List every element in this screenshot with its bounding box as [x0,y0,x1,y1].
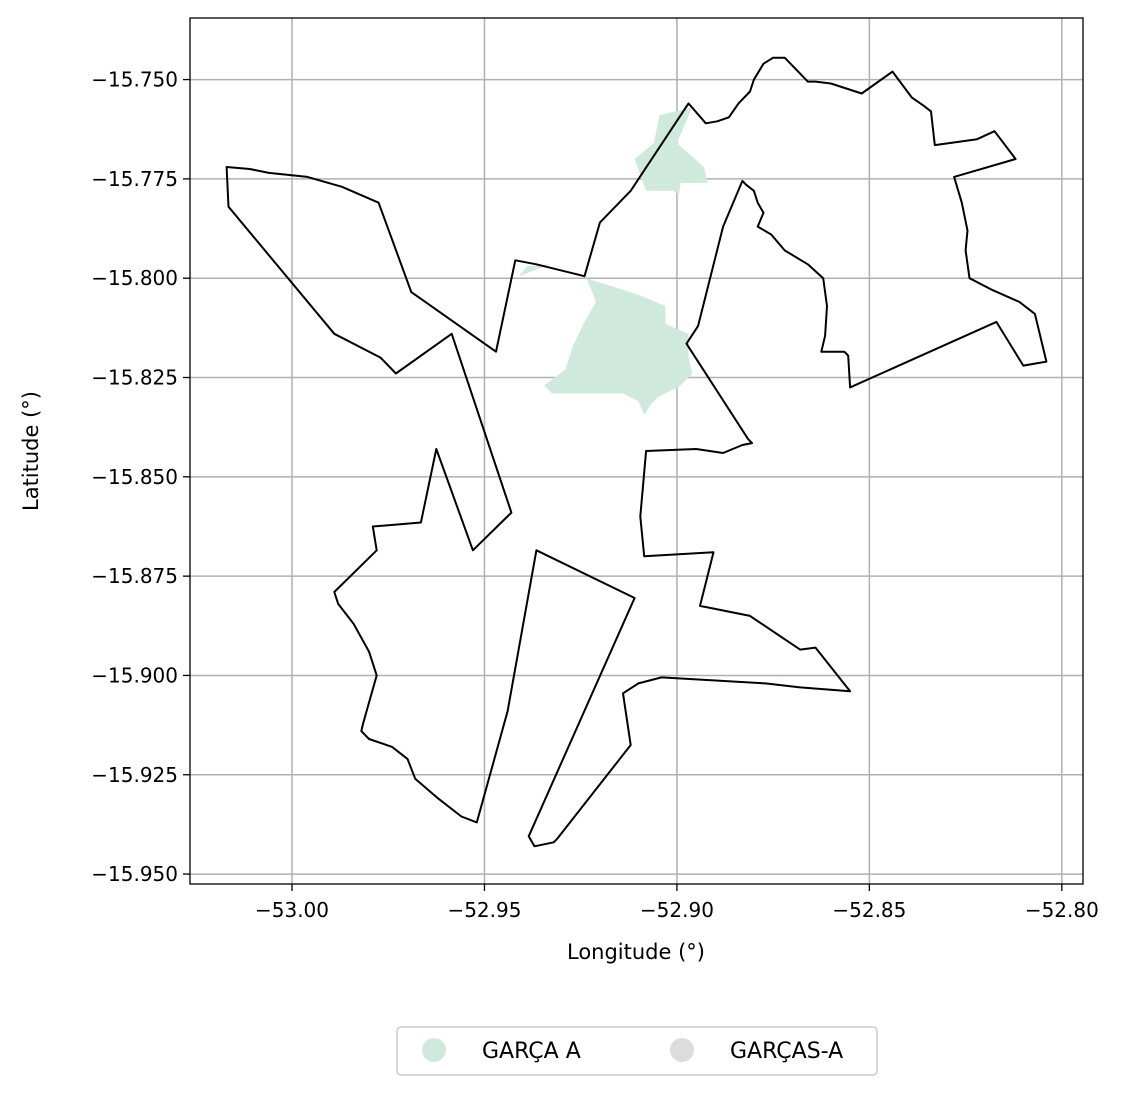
axes-frame [189,17,1084,885]
x-tick-label: −52.90 [640,898,714,922]
boundary-outline [225,56,1048,848]
garca-a-area [634,107,708,195]
legend-box [396,1026,878,1076]
municipality-boundary [225,56,1048,848]
y-tick-label: −15.875 [91,564,178,588]
y-tick-label: −15.800 [91,266,178,290]
y-tick-label: −15.750 [91,68,178,92]
y-tick-label: −15.825 [91,366,178,390]
garca-a-areas [519,107,787,684]
y-tick-label: −15.900 [91,663,178,687]
legend-marker-garcas-a [670,1038,694,1062]
legend-label-garcas-a: GARÇAS-A [730,1039,843,1064]
y-tick-label: −15.925 [91,763,178,787]
garca-a-area [544,278,693,416]
y-tick-label: −15.775 [91,167,178,191]
garca-a-area [773,675,787,684]
garca-a-area [519,264,550,277]
legend-label-garca-a: GARÇA A [482,1039,581,1064]
grid-lines [190,18,1083,884]
y-axis-ticks: −15.750 −15.775 −15.800 −15.825 −15.850 −15.8… [91,68,190,886]
x-axis-ticks: −53.00 −52.95 −52.90 −52.85 −52.80 [255,884,1099,922]
x-tick-label: −52.80 [1025,898,1099,922]
x-axis-label: Longitude (°) [567,940,705,964]
y-tick-label: −15.950 [91,862,178,886]
x-tick-label: −53.00 [255,898,329,922]
y-axis-label: Latitude (°) [19,391,43,511]
y-tick-label: −15.850 [91,465,178,489]
x-tick-label: −52.95 [447,898,521,922]
legend-marker-garca-a [422,1038,446,1062]
x-tick-label: −52.85 [832,898,906,922]
legend: GARÇA A GARÇAS-A [396,1026,878,1076]
